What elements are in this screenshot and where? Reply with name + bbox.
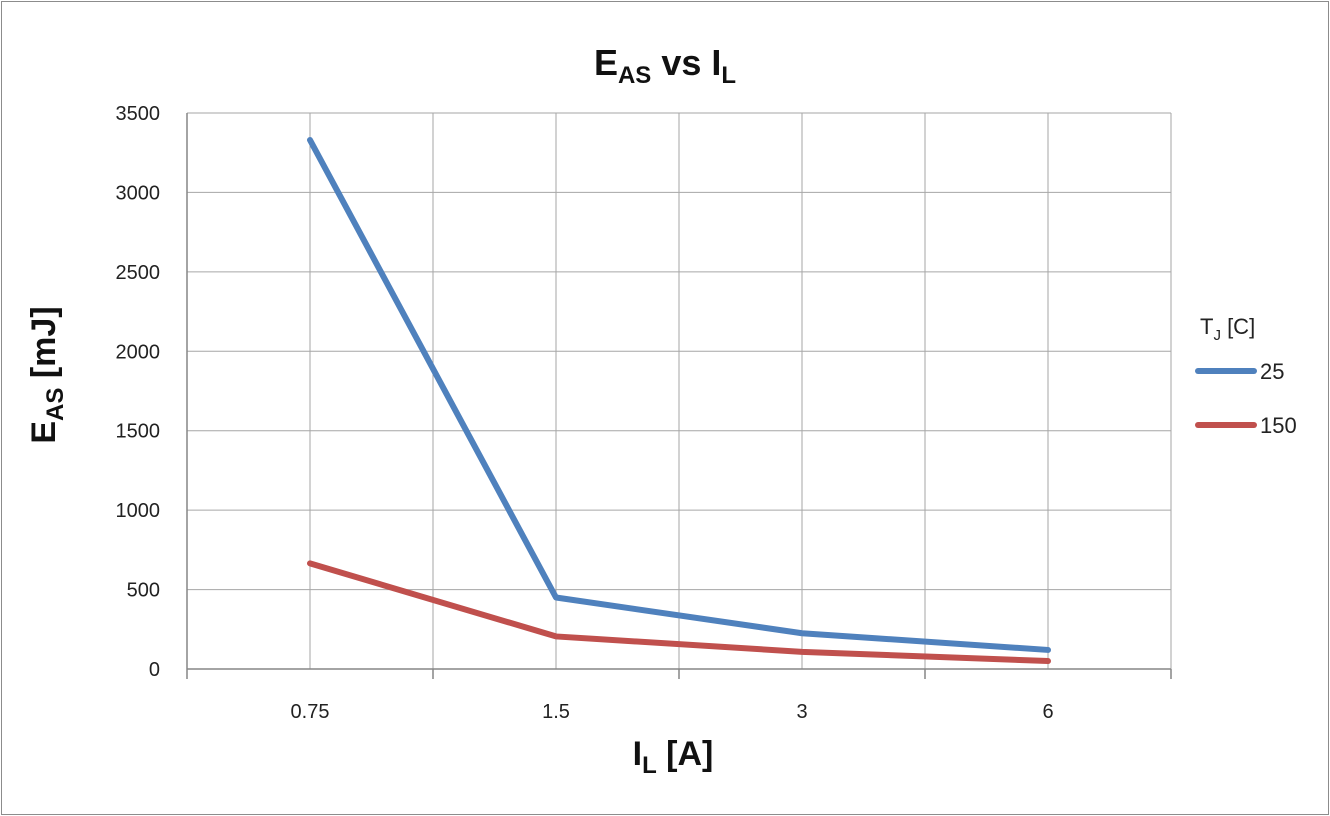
series-line-150	[307, 560, 1051, 665]
x-axis-title: IL [A]	[633, 735, 714, 779]
y-tick-label: 2000	[116, 341, 161, 363]
x-tick-label: 0.75	[291, 701, 330, 723]
y-axis-title: EAS [mJ]	[25, 306, 69, 443]
legend-items: 25 150	[1195, 359, 1297, 438]
legend: TJ [C] 25 150	[1195, 314, 1297, 438]
axis-layer	[186, 113, 1172, 679]
series-line-25	[307, 137, 1051, 653]
chart-title: EAS vs IL	[594, 42, 736, 89]
series-layer	[307, 137, 1051, 665]
y-tick-label: 0	[149, 659, 160, 681]
y-tick-label: 3500	[116, 103, 161, 125]
y-tick-labels: 0 500 1000 1500 2000 2500 3000 3500	[116, 103, 161, 681]
x-tick-label: 3	[796, 701, 807, 723]
x-tick-label: 6	[1042, 701, 1053, 723]
y-tick-label: 1500	[116, 421, 161, 443]
legend-title: TJ [C]	[1200, 314, 1255, 344]
legend-label-25: 25	[1260, 359, 1284, 384]
legend-label-150: 150	[1260, 413, 1297, 438]
grid-layer	[187, 112, 1172, 669]
y-tick-label: 1000	[116, 500, 161, 522]
y-tick-label: 500	[127, 580, 160, 602]
x-tick-label: 1.5	[542, 701, 570, 723]
y-tick-label: 2500	[116, 262, 161, 284]
y-tick-label: 3000	[116, 182, 161, 204]
x-tick-labels: 0.75 1.5 3 6	[291, 701, 1054, 723]
